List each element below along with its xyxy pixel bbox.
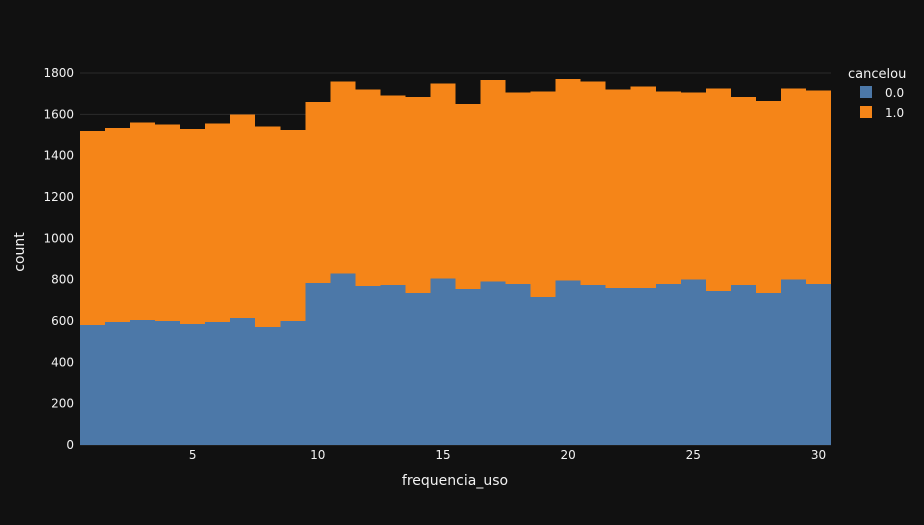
legend-label-0[interactable]: 0.0 xyxy=(885,86,904,100)
bar-series-0-bin-29[interactable] xyxy=(780,279,806,445)
legend-title: cancelou xyxy=(848,67,906,82)
bar-series-1-bin-17[interactable] xyxy=(480,80,506,282)
bar-series-0-bin-10[interactable] xyxy=(305,282,331,445)
bar-series-1-bin-26[interactable] xyxy=(705,88,731,292)
bar-series-1-bin-22[interactable] xyxy=(605,89,631,288)
bar-series-0-bin-17[interactable] xyxy=(480,281,506,445)
y-tick-label: 0 xyxy=(66,438,74,452)
bar-series-0-bin-30[interactable] xyxy=(805,283,831,445)
y-tick-label: 600 xyxy=(51,314,74,328)
bar-series-0-bin-5[interactable] xyxy=(180,324,206,445)
legend-swatch-0[interactable] xyxy=(860,86,872,98)
bar-series-1-bin-27[interactable] xyxy=(730,96,756,285)
y-tick-label: 1600 xyxy=(43,107,74,121)
bar-series-0-bin-15[interactable] xyxy=(430,278,456,445)
bar-series-1-bin-12[interactable] xyxy=(355,89,381,286)
bar-series-0-bin-6[interactable] xyxy=(205,322,231,445)
bar-series-0-bin-28[interactable] xyxy=(755,293,781,445)
bar-series-1-bin-11[interactable] xyxy=(330,81,356,274)
bar-series-0-bin-4[interactable] xyxy=(155,321,181,445)
y-tick-label: 1200 xyxy=(43,190,74,204)
bar-series-1-bin-5[interactable] xyxy=(180,128,206,325)
bar-series-0-bin-16[interactable] xyxy=(455,288,481,445)
bar-series-1-bin-15[interactable] xyxy=(430,83,456,279)
bar-series-1-bin-24[interactable] xyxy=(655,91,681,284)
bar-series-1-bin-6[interactable] xyxy=(205,123,231,323)
bar-series-1-bin-1[interactable] xyxy=(80,130,106,326)
bar-series-0-bin-8[interactable] xyxy=(255,327,281,445)
x-tick-label: 20 xyxy=(561,448,576,462)
legend-swatch-1[interactable] xyxy=(860,106,872,118)
bar-series-0-bin-3[interactable] xyxy=(130,319,156,445)
y-tick-label: 200 xyxy=(51,397,74,411)
bar-series-0-bin-9[interactable] xyxy=(280,321,306,445)
bar-series-1-bin-14[interactable] xyxy=(405,96,431,294)
legend-label-1[interactable]: 1.0 xyxy=(885,106,904,120)
y-axis-ticks: 0 200 400 600 800 1000 1200 1400 1600 1800 xyxy=(43,66,74,452)
bar-series-1-bin-16[interactable] xyxy=(455,104,481,289)
y-tick-label: 1800 xyxy=(43,66,74,80)
bars xyxy=(80,79,831,445)
bar-series-1-bin-20[interactable] xyxy=(555,79,581,281)
bar-series-0-bin-19[interactable] xyxy=(530,297,556,445)
x-axis-title: frequencia_uso xyxy=(402,473,508,489)
bar-series-0-bin-22[interactable] xyxy=(605,287,631,445)
bar-series-1-bin-18[interactable] xyxy=(505,92,531,284)
bar-series-1-bin-8[interactable] xyxy=(255,126,281,328)
x-axis-ticks: 5 10 15 20 25 30 xyxy=(189,448,826,462)
bar-series-1-bin-25[interactable] xyxy=(680,92,706,280)
y-tick-label: 400 xyxy=(51,355,74,369)
y-tick-label: 1000 xyxy=(43,231,74,245)
bar-series-1-bin-7[interactable] xyxy=(230,114,256,318)
x-tick-label: 10 xyxy=(310,448,325,462)
x-tick-label: 25 xyxy=(686,448,701,462)
bar-series-1-bin-23[interactable] xyxy=(630,86,656,288)
bar-series-0-bin-21[interactable] xyxy=(580,284,606,445)
bar-series-0-bin-26[interactable] xyxy=(705,291,731,445)
bar-series-0-bin-7[interactable] xyxy=(230,317,256,445)
bar-series-1-bin-30[interactable] xyxy=(805,90,831,284)
bar-series-1-bin-9[interactable] xyxy=(280,129,306,321)
bar-series-1-bin-21[interactable] xyxy=(580,81,606,285)
bar-series-0-bin-14[interactable] xyxy=(405,293,431,445)
y-tick-label: 1400 xyxy=(43,149,74,163)
bar-series-0-bin-24[interactable] xyxy=(655,283,681,445)
y-axis-title: count xyxy=(12,232,28,272)
legend[interactable]: cancelou 0.0 1.0 xyxy=(848,67,906,120)
x-tick-label: 15 xyxy=(435,448,450,462)
bar-series-1-bin-10[interactable] xyxy=(305,101,331,283)
bar-series-1-bin-3[interactable] xyxy=(130,122,156,320)
bar-series-1-bin-2[interactable] xyxy=(105,127,131,323)
bar-series-1-bin-4[interactable] xyxy=(155,124,181,322)
bar-series-0-bin-13[interactable] xyxy=(380,284,406,445)
bar-series-0-bin-25[interactable] xyxy=(680,279,706,445)
bar-series-0-bin-2[interactable] xyxy=(105,322,131,445)
bar-series-1-bin-28[interactable] xyxy=(755,100,781,294)
x-tick-label: 30 xyxy=(811,448,826,462)
x-tick-label: 5 xyxy=(189,448,197,462)
bar-series-0-bin-27[interactable] xyxy=(730,284,756,445)
bar-series-0-bin-12[interactable] xyxy=(355,285,381,445)
y-tick-label: 800 xyxy=(51,273,74,287)
bar-series-0-bin-20[interactable] xyxy=(555,280,581,445)
bar-series-0-bin-23[interactable] xyxy=(630,287,656,445)
bar-series-1-bin-19[interactable] xyxy=(530,91,556,298)
bar-series-0-bin-11[interactable] xyxy=(330,273,356,445)
bar-series-0-bin-18[interactable] xyxy=(505,283,531,445)
bar-series-0-bin-1[interactable] xyxy=(80,325,106,445)
bar-series-1-bin-29[interactable] xyxy=(780,88,806,280)
bar-series-1-bin-13[interactable] xyxy=(380,95,406,285)
